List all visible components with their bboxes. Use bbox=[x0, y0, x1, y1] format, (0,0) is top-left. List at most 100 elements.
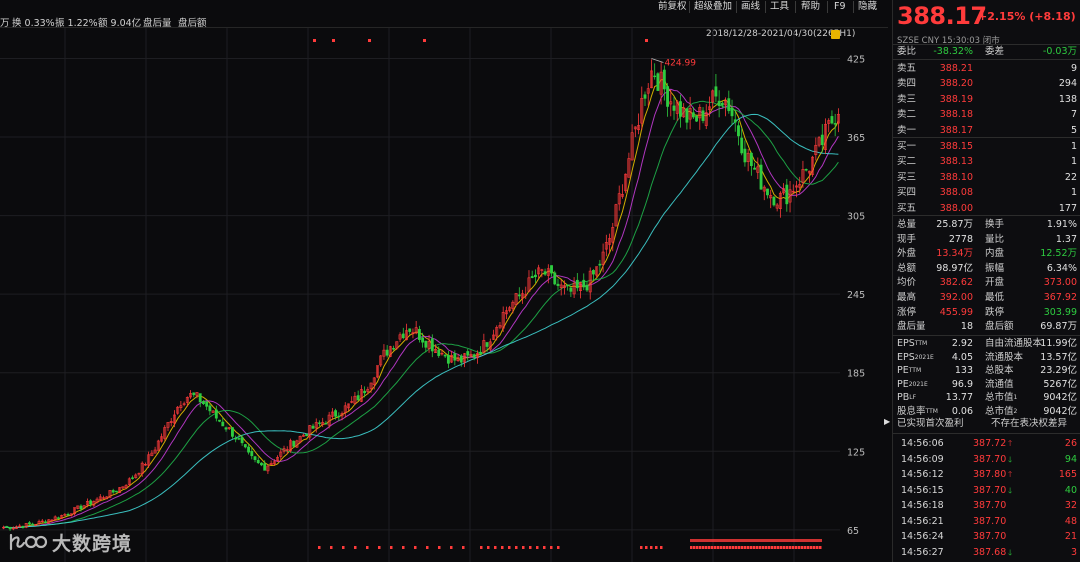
event-marker bbox=[660, 546, 663, 549]
candle-body bbox=[817, 137, 821, 146]
tick-volume: 3 bbox=[1070, 546, 1077, 558]
candle-body bbox=[401, 333, 405, 339]
candle-body bbox=[208, 405, 212, 412]
candle-body bbox=[508, 307, 512, 311]
candle-body bbox=[453, 353, 457, 361]
candle-body bbox=[408, 328, 412, 332]
tick-price: 387.80 bbox=[973, 469, 1007, 480]
down-arrow-icon: 🡓 bbox=[1008, 454, 1013, 464]
metric-label: PBLF bbox=[897, 392, 917, 404]
candle-body bbox=[756, 166, 760, 173]
hide-panel-button[interactable]: 隐藏 bbox=[858, 1, 878, 12]
candle-body bbox=[353, 395, 357, 404]
level-price: 388.13 bbox=[939, 156, 973, 168]
candle-body bbox=[131, 477, 134, 479]
candle-body bbox=[60, 515, 64, 519]
stat-label: 振幅 bbox=[985, 262, 1005, 274]
candle-body bbox=[318, 422, 321, 424]
down-arrow-icon: 🡓 bbox=[1008, 547, 1013, 557]
y-tick-label: 65 bbox=[847, 526, 859, 537]
candle-body bbox=[640, 97, 644, 124]
down-arrow-icon: 🡓 bbox=[1008, 485, 1013, 495]
toolbar-divider bbox=[795, 1, 796, 13]
candle-body bbox=[737, 125, 740, 137]
event-marker bbox=[318, 546, 321, 549]
event-marker bbox=[414, 546, 417, 549]
stat-value: 1.37 bbox=[1055, 233, 1077, 245]
candle-body bbox=[446, 355, 450, 364]
candle-body bbox=[372, 377, 376, 385]
stat-row: 总额 98.97亿 振幅 6.34% bbox=[893, 261, 1080, 276]
help-button[interactable]: 帮助 bbox=[801, 1, 821, 12]
candle-body bbox=[708, 106, 711, 110]
candle-body bbox=[604, 242, 608, 250]
lock-icon[interactable] bbox=[831, 30, 840, 39]
sell-level-row: 卖一 388.17 5 bbox=[893, 123, 1080, 138]
candle-body bbox=[379, 355, 383, 366]
candle-body bbox=[395, 341, 399, 349]
candle-body bbox=[15, 526, 18, 529]
candle-body bbox=[308, 425, 312, 438]
event-marker bbox=[438, 546, 441, 549]
metric-value: 96.9 bbox=[951, 378, 973, 390]
event-marker bbox=[819, 546, 822, 549]
toolbar-divider bbox=[736, 1, 737, 13]
moving-average-line bbox=[3, 100, 839, 529]
stat-label: 量比 bbox=[985, 233, 1005, 245]
candle-body bbox=[134, 474, 138, 479]
quote-panel: 388.17 +2.15% (+8.18) SZSE CNY 15:30:03 … bbox=[892, 0, 1080, 562]
event-marker bbox=[557, 546, 560, 549]
candle-body bbox=[231, 427, 234, 437]
chart-area[interactable]: 万 换 0.33% 振 1.22% 额 9.04亿 盘后量 盘后额 前复权 超级… bbox=[0, 0, 890, 562]
y-tick-label: 125 bbox=[847, 447, 865, 458]
candle-body bbox=[585, 284, 589, 291]
tick-volume: 32 bbox=[1064, 500, 1077, 511]
draw-line-button[interactable]: 画线 bbox=[741, 1, 761, 12]
fundamental-row: PETTM 133 总股本 23.29亿 bbox=[893, 363, 1080, 378]
candle-body bbox=[795, 185, 798, 188]
candle-body bbox=[359, 389, 363, 402]
tick-row: 14:56:09 387.70 🡓 94 bbox=[893, 452, 1080, 467]
candle-body bbox=[633, 126, 637, 130]
stat-label: 内盘 bbox=[985, 248, 1005, 260]
candle-body bbox=[533, 274, 537, 278]
metric-label: 总市值1 bbox=[985, 392, 1018, 404]
tools-button[interactable]: 工具 bbox=[770, 1, 790, 12]
candle-body bbox=[179, 405, 183, 408]
candle-body bbox=[562, 285, 566, 288]
stat-amount: 额 9.04亿 bbox=[98, 18, 142, 29]
tick-price: 387.70 bbox=[973, 531, 1007, 542]
tick-volume: 48 bbox=[1064, 515, 1077, 527]
metric-value: 5267亿 bbox=[1043, 378, 1077, 390]
level-volume: 9 bbox=[1070, 63, 1077, 74]
stat-value: 13.34万 bbox=[936, 248, 973, 260]
price-chart[interactable]: 65 125 185 245 305 365 425 424.99 bbox=[0, 28, 888, 562]
candle-body bbox=[814, 144, 818, 155]
adjust-forward-button[interactable]: 前复权 bbox=[658, 1, 687, 12]
y-tick-label: 245 bbox=[847, 290, 865, 301]
tick-time: 14:56:06 bbox=[901, 438, 944, 449]
candle-body bbox=[772, 196, 776, 206]
event-marker bbox=[543, 546, 546, 549]
stat-value: 367.92 bbox=[1043, 292, 1077, 303]
level-volume: 22 bbox=[1064, 171, 1077, 183]
f9-button[interactable]: F9 bbox=[834, 1, 846, 12]
stat-row: 盘后量 18 盘后额 69.87万 bbox=[893, 319, 1080, 334]
buy-level-row: 买五 388.00 177 bbox=[893, 201, 1080, 216]
stat-value: 12.52万 bbox=[1040, 248, 1077, 260]
metric-label: 股息率TTM bbox=[897, 406, 938, 417]
stat-value: 69.87万 bbox=[1040, 321, 1077, 333]
candle-body bbox=[637, 125, 640, 131]
chart-toolbar: 万 换 0.33% 振 1.22% 额 9.04亿 盘后量 盘后额 前复权 超级… bbox=[0, 0, 888, 29]
event-marker bbox=[786, 546, 789, 549]
candle-body bbox=[582, 279, 586, 288]
super-overlay-button[interactable]: 超级叠加 bbox=[694, 1, 733, 12]
tick-price: 387.70 bbox=[973, 484, 1007, 496]
candle-body bbox=[292, 440, 296, 447]
candle-body bbox=[820, 134, 824, 146]
candle-body bbox=[227, 427, 231, 430]
expand-arrow-icon[interactable]: ▶ bbox=[884, 417, 891, 426]
metric-value: 23.29亿 bbox=[1040, 365, 1077, 377]
up-arrow-icon: 🡑 bbox=[1008, 439, 1013, 448]
event-marker bbox=[717, 546, 720, 549]
